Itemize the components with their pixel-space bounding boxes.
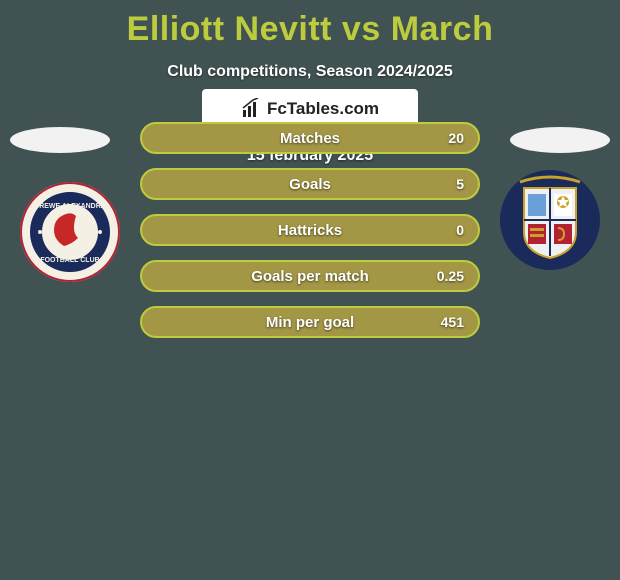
stat-row-min-per-goal: Min per goal 451: [140, 306, 480, 338]
stat-value: 0.25: [437, 268, 464, 284]
svg-text:FOOTBALL CLUB: FOOTBALL CLUB: [40, 257, 99, 264]
svg-text:CREWE ALEXANDRA: CREWE ALEXANDRA: [34, 203, 106, 210]
stat-row-matches: Matches 20: [140, 122, 480, 154]
stat-value: 0: [456, 222, 464, 238]
page-title: Elliott Nevitt vs March: [0, 0, 620, 49]
crest-left: CREWE ALEXANDRA FOOTBALL CLUB: [20, 182, 120, 282]
chart-bars-icon: [241, 98, 263, 120]
stat-value: 20: [448, 130, 464, 146]
crewe-alexandra-crest-icon: CREWE ALEXANDRA FOOTBALL CLUB: [20, 182, 120, 282]
stat-label: Hattricks: [278, 222, 342, 239]
brand-text: FcTables.com: [267, 99, 379, 119]
stat-row-goals: Goals 5: [140, 168, 480, 200]
stat-value: 5: [456, 176, 464, 192]
subtitle: Club competitions, Season 2024/2025: [0, 63, 620, 81]
stat-label: Matches: [280, 130, 340, 147]
stats-panel: Matches 20 Goals 5 Hattricks 0 Goals per…: [140, 122, 480, 352]
march-town-crest-icon: [500, 170, 600, 270]
player-halo-right: [510, 127, 610, 153]
stat-label: Goals: [289, 176, 331, 193]
player-halo-left: [10, 127, 110, 153]
stat-value: 451: [441, 314, 464, 330]
crest-right: [500, 170, 600, 270]
stat-label: Goals per match: [251, 268, 369, 285]
stat-row-hattricks: Hattricks 0: [140, 214, 480, 246]
stat-label: Min per goal: [266, 314, 354, 331]
stat-row-goals-per-match: Goals per match 0.25: [140, 260, 480, 292]
